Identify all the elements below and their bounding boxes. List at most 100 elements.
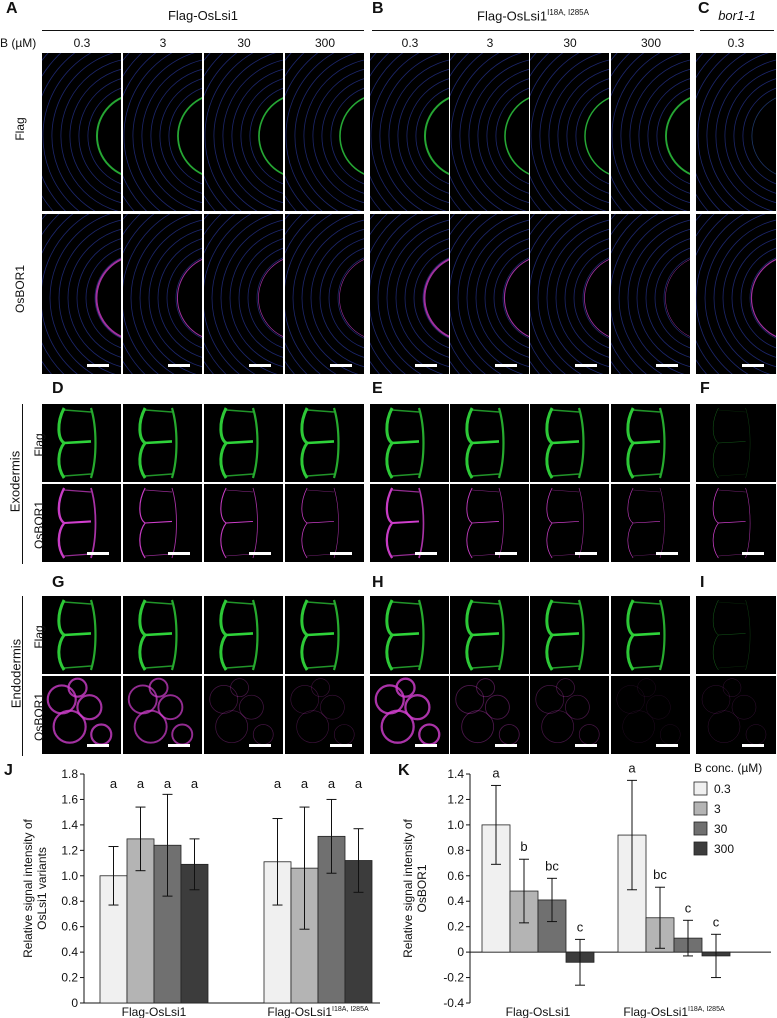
row-label-exo-osbor1: OsBOR1 xyxy=(32,501,46,550)
significance-letter: a xyxy=(355,776,363,791)
endodermis-osbor1-0 xyxy=(42,676,121,754)
group-title-flag-oslsi1: Flag-OsLsi1 xyxy=(167,8,239,23)
scale-bar xyxy=(415,552,437,555)
micrograph-osbor1-4 xyxy=(370,214,449,374)
section-bracket-endodermis xyxy=(22,596,23,756)
endodermis-flag-5 xyxy=(450,596,529,674)
row-label-osbor1: OsBOR1 xyxy=(13,265,27,314)
significance-letter: bc xyxy=(545,858,559,873)
endodermis-osbor1-5 xyxy=(450,676,529,754)
conc-label-5: 3 xyxy=(486,36,494,50)
exodermis-flag-0 xyxy=(42,404,121,482)
y-tick-label: 1.4 xyxy=(61,818,78,832)
panel-label-b: B xyxy=(372,0,384,17)
exodermis-osbor1-6 xyxy=(530,484,609,562)
scale-bar xyxy=(249,364,271,367)
legend-swatch-1 xyxy=(693,801,708,816)
scale-bar xyxy=(656,744,678,747)
micrograph-osbor1-6 xyxy=(530,214,609,374)
group-label-1: Flag-OsLsi1I18A, I285A xyxy=(623,1005,725,1018)
exodermis-osbor1-4 xyxy=(370,484,449,562)
scale-bar xyxy=(656,364,678,367)
group-label-1: Flag-OsLsi1I18A, I285A xyxy=(267,1005,369,1018)
legend-swatch-2 xyxy=(693,821,708,836)
y-tick-label: -0.4 xyxy=(443,996,464,1010)
group-label-0: Flag-OsLsi1 xyxy=(506,1005,571,1018)
panel-label-e: E xyxy=(372,380,383,397)
y-tick-label: 1.0 xyxy=(61,869,78,883)
exodermis-osbor1-0 xyxy=(42,484,121,562)
significance-letter: c xyxy=(577,919,584,934)
scale-bar xyxy=(249,744,271,747)
scale-bar xyxy=(742,744,764,747)
micrograph-osbor1-0 xyxy=(42,214,121,374)
y-tick-label: 1.6 xyxy=(61,792,78,806)
micrograph-flag-8 xyxy=(696,53,776,211)
group-underline-1 xyxy=(42,30,364,31)
endodermis-osbor1-1 xyxy=(123,676,202,754)
significance-letter: c xyxy=(713,914,720,929)
scale-bar xyxy=(330,744,352,747)
scale-bar xyxy=(656,552,678,555)
endodermis-osbor1-8 xyxy=(696,676,776,754)
micrograph-osbor1-1 xyxy=(123,214,202,374)
group-underline-2 xyxy=(372,30,694,31)
scale-bar xyxy=(168,744,190,747)
endodermis-osbor1-2 xyxy=(204,676,283,754)
significance-letter: c xyxy=(685,900,692,915)
panel-label-i: I xyxy=(700,574,705,591)
micrograph-flag-7 xyxy=(611,53,690,211)
b-conc-label: B (µM) xyxy=(0,36,37,50)
micrograph-osbor1-5 xyxy=(450,214,529,374)
significance-letter: a xyxy=(137,776,145,791)
endodermis-flag-7 xyxy=(611,596,690,674)
group-underline-3 xyxy=(700,30,774,31)
endodermis-flag-1 xyxy=(123,596,202,674)
micrograph-osbor1-7 xyxy=(611,214,690,374)
panel-label-c: C xyxy=(698,0,710,17)
endodermis-osbor1-7 xyxy=(611,676,690,754)
scale-bar xyxy=(415,364,437,367)
scale-bar xyxy=(495,552,517,555)
micrograph-flag-0 xyxy=(42,53,121,211)
y-tick-label: 1.2 xyxy=(447,792,464,806)
conc-label-2: 30 xyxy=(237,36,251,50)
y-axis-label-line2: OsBOR1 xyxy=(415,864,429,912)
significance-letter: a xyxy=(628,762,636,775)
legend-title: B conc. (µM) xyxy=(694,762,762,775)
micrograph-osbor1-3 xyxy=(285,214,364,374)
bar-0-2 xyxy=(153,844,182,1004)
exodermis-osbor1-2 xyxy=(204,484,283,562)
panel-label-j: J xyxy=(4,762,13,779)
y-tick-label: 1.8 xyxy=(61,767,78,781)
scale-bar xyxy=(575,744,597,747)
exodermis-flag-7 xyxy=(611,404,690,482)
scale-bar xyxy=(249,552,271,555)
legend-label-2: 30 xyxy=(714,822,728,836)
scale-bar xyxy=(87,364,109,367)
y-tick-label: 0.6 xyxy=(447,869,464,883)
panel-label-a: A xyxy=(6,0,18,17)
exodermis-osbor1-1 xyxy=(123,484,202,562)
chart-j: 0 0.2 0.4 0.6 0.8 1.0 1.2 1.4 1.6 1.8 Relative sig… xyxy=(21,767,380,1018)
micrograph-flag-6 xyxy=(530,53,609,211)
exodermis-flag-5 xyxy=(450,404,529,482)
y-tick-label: 0 xyxy=(457,945,464,959)
scale-bar xyxy=(87,744,109,747)
exodermis-flag-4 xyxy=(370,404,449,482)
endodermis-flag-0 xyxy=(42,596,121,674)
legend-label-0: 0.3 xyxy=(714,782,731,796)
exodermis-flag-6 xyxy=(530,404,609,482)
micrograph-osbor1-2 xyxy=(204,214,283,374)
y-tick-label: 0.6 xyxy=(61,920,78,934)
scale-bar xyxy=(575,364,597,367)
panel-label-d: D xyxy=(52,380,64,397)
y-tick-label: 1.0 xyxy=(447,818,464,832)
significance-letter: b xyxy=(520,839,527,854)
scale-bar xyxy=(330,364,352,367)
conc-label-3: 300 xyxy=(314,36,336,50)
micrograph-osbor1-8 xyxy=(696,214,776,374)
y-tick-label: 0.4 xyxy=(447,894,464,908)
legend-swatch-0 xyxy=(693,781,708,796)
conc-label-4: 0.3 xyxy=(401,36,419,50)
